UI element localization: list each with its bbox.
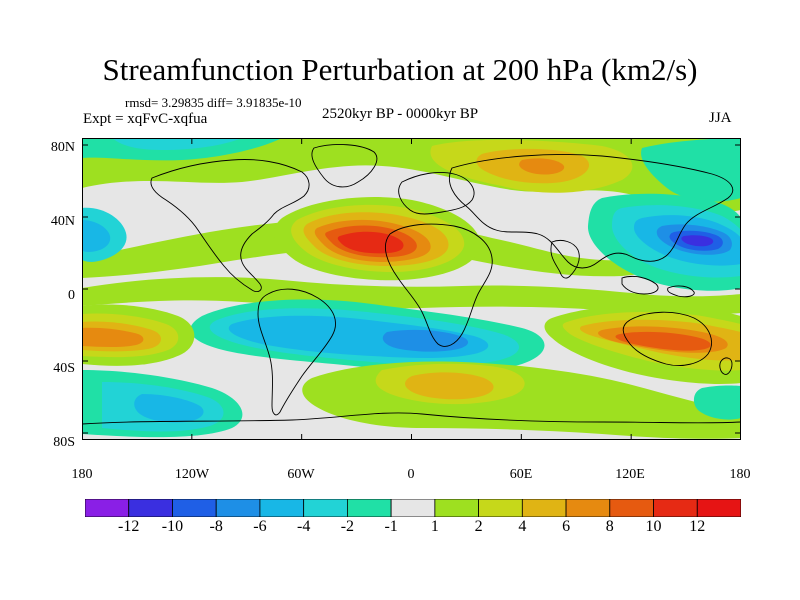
colorbar-swatch: [303, 499, 348, 517]
colorbar-swatch: [478, 499, 523, 517]
colorbar-label: -10: [161, 518, 184, 535]
coast-india: [550, 239, 580, 279]
experiment-label: Expt = xqFvC-xqfua: [83, 111, 208, 127]
colorbar: [85, 499, 741, 517]
contour-neg1-ne: [641, 138, 741, 202]
colorbar-swatch: [565, 499, 611, 517]
contour-neg2-nw: [112, 138, 242, 150]
colorbar-label: 1: [430, 518, 439, 535]
colorbar-label: 2: [474, 518, 483, 535]
contour-neg1-southeast: [693, 385, 741, 420]
colorbar-label: -1: [384, 518, 398, 535]
coast-maritime: [621, 275, 695, 298]
colorbar-swatch: [521, 499, 567, 517]
lat-label-0: 0: [68, 288, 75, 303]
colorbar-label: -12: [118, 518, 140, 535]
colorbar-label: 8: [605, 518, 614, 535]
contour-neg4-westedge: [82, 220, 111, 252]
coast-asia: [448, 154, 734, 269]
lat-label-40n: 40N: [50, 214, 75, 229]
coast-africa: [385, 223, 493, 347]
axis-ticks: [82, 138, 741, 440]
colorbar-label: -2: [340, 518, 355, 535]
lon-label-0: 0: [407, 467, 415, 482]
colorbar-swatch: [346, 499, 392, 517]
lon-label-120w: 120W: [174, 467, 210, 482]
lon-label-120e: 120E: [615, 467, 645, 482]
colorbar-label: -4: [296, 518, 311, 535]
lon-label-180e: 180: [729, 467, 751, 482]
colorbar-label: 10: [645, 518, 662, 535]
coast-australia: [622, 311, 712, 366]
stats-label: rmsd= 3.29835 diff= 3.91835e-10: [125, 95, 302, 110]
contour-pos6-north: [519, 158, 565, 175]
contour-field: [82, 138, 741, 440]
colorbar-swatch: [215, 499, 261, 517]
streamfunction-map: [82, 138, 741, 440]
contour-neg10-pacific: [681, 235, 714, 247]
colorbar-swatch: [609, 499, 654, 517]
lon-label-60w: 60W: [287, 467, 315, 482]
colorbar-label: -6: [253, 518, 267, 535]
colorbar-swatch: [259, 499, 305, 517]
colorbar-swatch: [390, 499, 436, 517]
lat-label-40s: 40S: [53, 361, 75, 376]
coastlines: [82, 144, 741, 425]
coast-greenland: [311, 144, 378, 188]
contour-pos8-sw-pacific: [615, 331, 711, 351]
plot-title: Streamfunction Perturbation at 200 hPa (…: [102, 52, 698, 87]
colorbar-swatch: [128, 499, 173, 517]
contour-pos10-atlantic: [337, 231, 404, 254]
lat-label-80s: 80S: [53, 435, 75, 450]
lat-label-80n: 80N: [50, 140, 75, 155]
lon-label-60e: 60E: [509, 467, 533, 482]
coast-south-america: [257, 288, 336, 416]
lon-label-180w: 180: [71, 467, 93, 482]
season-label: JJA: [709, 110, 732, 126]
period-label: 2520kyr BP - 0000kyr BP: [322, 106, 479, 122]
contour-pos6-southwest: [82, 327, 144, 347]
contour-pos4-southern-ocean: [405, 372, 494, 400]
coast-antarctica: [82, 412, 741, 425]
colorbar-label: -8: [209, 518, 223, 535]
colorbar-label: 12: [689, 518, 706, 535]
coast-new-zealand: [719, 357, 733, 375]
colorbar-label: 6: [562, 518, 571, 535]
contour-neg4-southwest: [134, 394, 204, 423]
coast-north-america: [150, 159, 310, 293]
colorbar-label: 4: [518, 518, 527, 535]
colorbar-swatch: [434, 499, 480, 517]
colorbar-swatch: [653, 499, 698, 517]
colorbar-swatch: [696, 499, 741, 517]
colorbar-swatch: [85, 499, 130, 517]
colorbar-swatch: [172, 499, 217, 517]
